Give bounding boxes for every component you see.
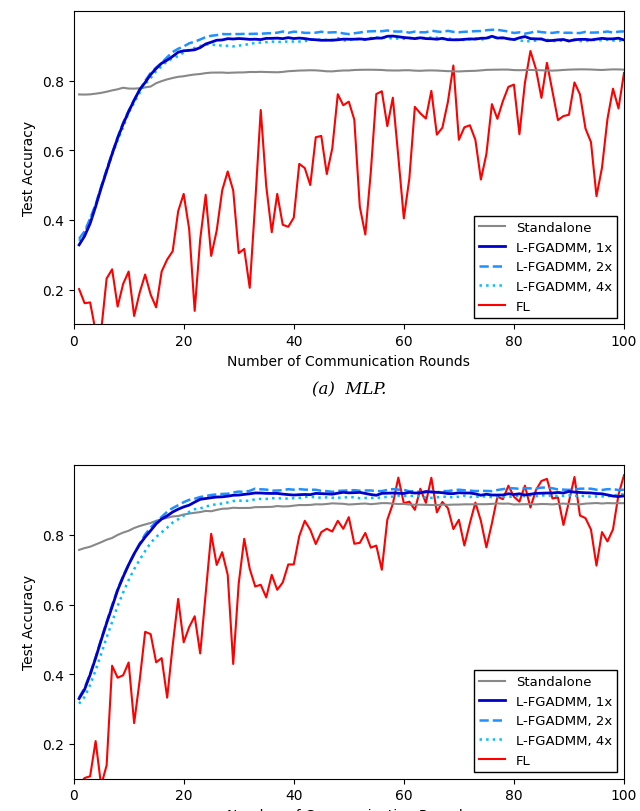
Y-axis label: Test Accuracy: Test Accuracy	[22, 575, 36, 670]
Text: (a)  MLP.: (a) MLP.	[312, 381, 386, 398]
Legend: Standalone, L-FGADMM, 1x, L-FGADMM, 2x, L-FGADMM, 4x, FL: Standalone, L-FGADMM, 1x, L-FGADMM, 2x, …	[474, 670, 618, 772]
Legend: Standalone, L-FGADMM, 1x, L-FGADMM, 2x, L-FGADMM, 4x, FL: Standalone, L-FGADMM, 1x, L-FGADMM, 2x, …	[474, 217, 618, 319]
X-axis label: Number of Communication Rounds: Number of Communication Rounds	[227, 354, 470, 368]
Y-axis label: Test Accuracy: Test Accuracy	[22, 121, 36, 216]
X-axis label: Number of Communication Rounds: Number of Communication Rounds	[227, 808, 470, 811]
